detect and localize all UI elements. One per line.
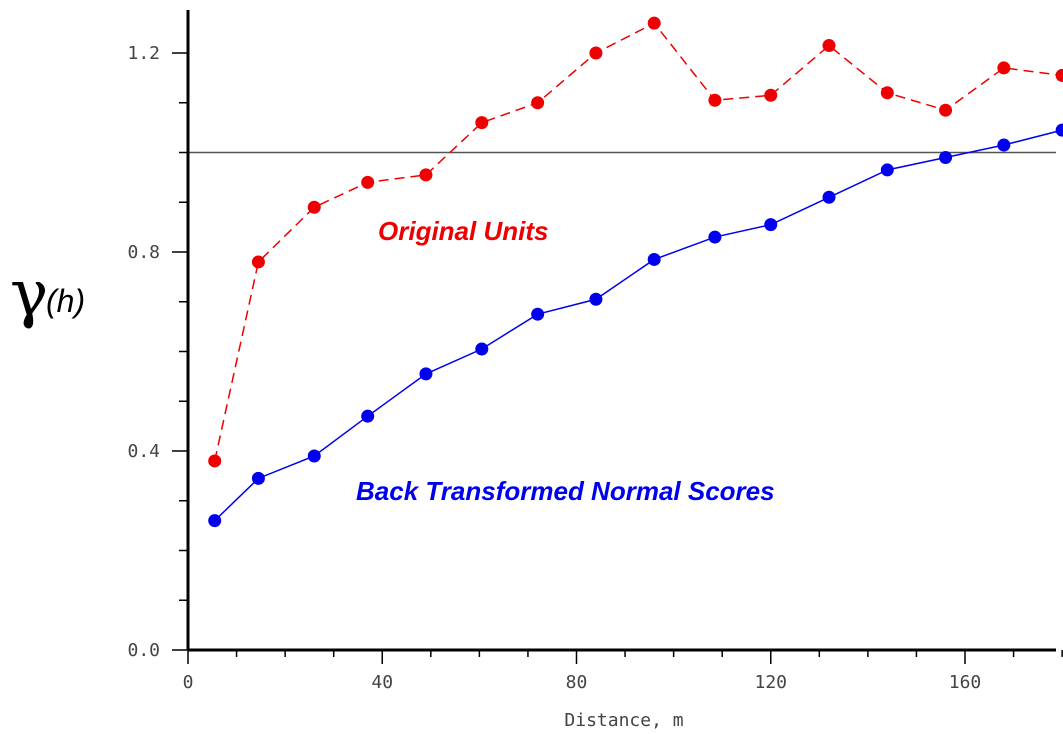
series-back-transformed: [208, 123, 1063, 528]
y-tick-label: 1.2: [127, 43, 160, 64]
x-tick-label: 120: [754, 672, 787, 693]
data-point: [997, 61, 1011, 75]
x-tick-label: 160: [949, 672, 982, 693]
y-axis-title-symbol: γ: [10, 257, 48, 331]
y-tick-label: 0.4: [127, 441, 160, 462]
data-point: [208, 514, 222, 528]
data-point: [880, 163, 894, 177]
data-point: [880, 86, 894, 100]
data-point: [708, 93, 722, 107]
data-point: [419, 168, 433, 182]
data-point: [475, 342, 489, 356]
data-point: [822, 190, 836, 204]
data-point: [822, 39, 836, 53]
data-point: [419, 367, 433, 381]
data-point: [307, 449, 321, 463]
y-axis-title: γ (h): [10, 257, 85, 331]
label-back-transformed: Back Transformed Normal Scores: [356, 476, 775, 506]
data-point: [939, 150, 953, 164]
x-tick-label: 40: [371, 672, 393, 693]
y-tick-label: 0.0: [127, 640, 160, 661]
data-point: [475, 116, 489, 130]
ticks: 0 40 80 120 160 0.0 0.4 0.8 1.2: [127, 43, 1063, 693]
data-point: [208, 454, 222, 468]
data-point: [708, 230, 722, 244]
x-axis-title: Distance, m: [564, 710, 683, 731]
data-point: [997, 138, 1011, 152]
data-point: [251, 255, 265, 269]
y-tick-label: 0.8: [127, 242, 160, 263]
axes: [186, 10, 1056, 652]
data-point: [1055, 123, 1063, 137]
series: [208, 16, 1063, 528]
data-point: [647, 252, 661, 266]
y-axis-title-suffix: (h): [46, 283, 85, 319]
series-original-units: [208, 16, 1063, 468]
x-tick-label: 0: [183, 672, 194, 693]
data-point: [764, 88, 778, 102]
data-point: [764, 218, 778, 232]
data-point: [647, 16, 661, 30]
data-point: [307, 200, 321, 214]
label-original-units: Original Units: [378, 216, 548, 246]
data-point: [361, 409, 375, 423]
series-line: [214, 129, 1063, 522]
data-point: [1055, 68, 1063, 82]
data-point: [589, 292, 603, 306]
data-point: [531, 307, 545, 321]
series-line: [213, 22, 1063, 462]
data-point: [531, 96, 545, 110]
data-point: [939, 103, 953, 117]
data-point: [361, 175, 375, 189]
data-point: [251, 471, 265, 485]
data-point: [589, 46, 603, 60]
x-tick-label: 80: [566, 672, 588, 693]
